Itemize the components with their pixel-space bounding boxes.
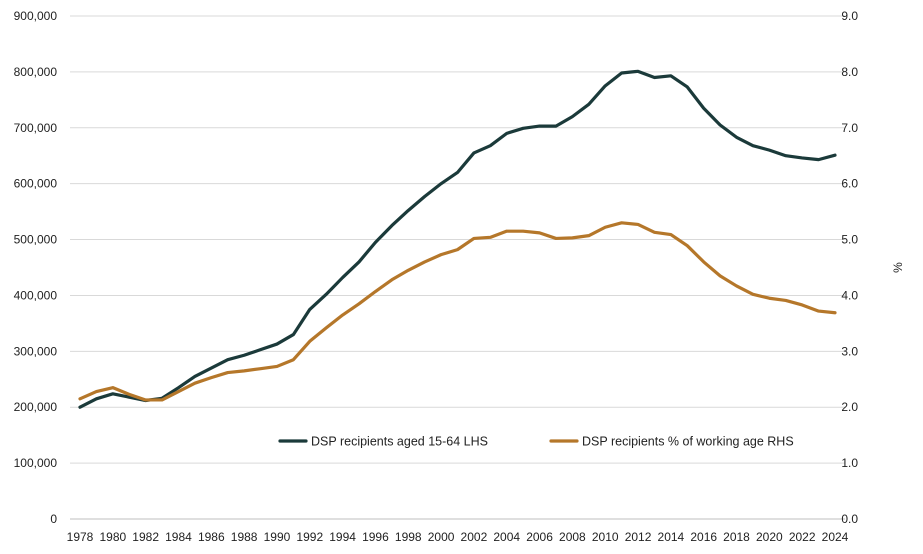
y-right-tick-label: 6.0: [841, 177, 858, 191]
y-left-tick-label: 0: [50, 512, 57, 526]
y-left-tick-label: 800,000: [14, 65, 58, 79]
y-left-tick-label: 900,000: [14, 9, 58, 23]
x-tick-label: 2008: [559, 530, 586, 544]
legend-label: DSP recipients aged 15-64 LHS: [311, 435, 488, 449]
y-left-tick-label: 200,000: [14, 400, 58, 414]
left-y-axis: 0 100,000 200,000 300,000 400,000 500,000 600,…: [14, 9, 58, 526]
x-tick-label: 1982: [132, 530, 159, 544]
x-tick-label: 2014: [658, 530, 685, 544]
series-lines: [78, 69, 837, 409]
x-tick-label: 1994: [329, 530, 356, 544]
x-tick-label: 1978: [67, 530, 94, 544]
x-tick-label: 2024: [822, 530, 849, 544]
x-tick-label: 1990: [264, 530, 291, 544]
gridlines: [70, 15, 845, 520]
x-tick-label: 2022: [789, 530, 816, 544]
y-right-tick-label: 0.0: [841, 512, 858, 526]
y-right-tick-label: 1.0: [841, 456, 858, 470]
x-tick-label: 2000: [428, 530, 455, 544]
y-right-tick-label: 8.0: [841, 65, 858, 79]
y-left-tick-label: 600,000: [14, 177, 58, 191]
x-tick-label: 1996: [362, 530, 389, 544]
right-y-axis: 0.0 1.0 2.0 3.0 4.0 5.0 6.0 7.0 8.0 9.0: [841, 9, 858, 526]
y-right-tick-label: 4.0: [841, 288, 858, 302]
x-axis: 1978 1980 1982 1984 1986 1988 1990 1992 1994 1996…: [67, 530, 849, 544]
y-left-tick-label: 100,000: [14, 456, 58, 470]
x-tick-label: 2010: [592, 530, 619, 544]
y-right-tick-label: 5.0: [841, 233, 858, 247]
x-tick-label: 2016: [690, 530, 717, 544]
right-axis-title: %: [891, 262, 905, 273]
x-tick-label: 1980: [99, 530, 126, 544]
x-tick-label: 1988: [231, 530, 258, 544]
x-tick-label: 2012: [625, 530, 652, 544]
x-tick-label: 1986: [198, 530, 225, 544]
legend: DSP recipients aged 15-64 LHS DSP recipie…: [278, 435, 794, 449]
y-right-tick-label: 3.0: [841, 344, 858, 358]
x-tick-label: 2020: [756, 530, 783, 544]
y-left-tick-label: 300,000: [14, 344, 58, 358]
y-right-tick-label: 2.0: [841, 400, 858, 414]
x-tick-label: 2006: [526, 530, 553, 544]
x-tick-label: 2004: [493, 530, 520, 544]
y-left-tick-label: 700,000: [14, 121, 58, 135]
x-tick-label: 1992: [296, 530, 323, 544]
x-tick-label: 2002: [461, 530, 488, 544]
y-right-tick-label: 9.0: [841, 9, 858, 23]
series-line-recipients: [78, 69, 837, 409]
legend-label: DSP recipients % of working age RHS: [582, 435, 794, 449]
series-line-pct-working-age: [78, 221, 837, 402]
y-left-tick-label: 500,000: [14, 233, 58, 247]
x-tick-label: 1998: [395, 530, 422, 544]
y-left-tick-label: 400,000: [14, 288, 58, 302]
y-right-tick-label: 7.0: [841, 121, 858, 135]
x-tick-label: 2018: [723, 530, 750, 544]
x-tick-label: 1984: [165, 530, 192, 544]
